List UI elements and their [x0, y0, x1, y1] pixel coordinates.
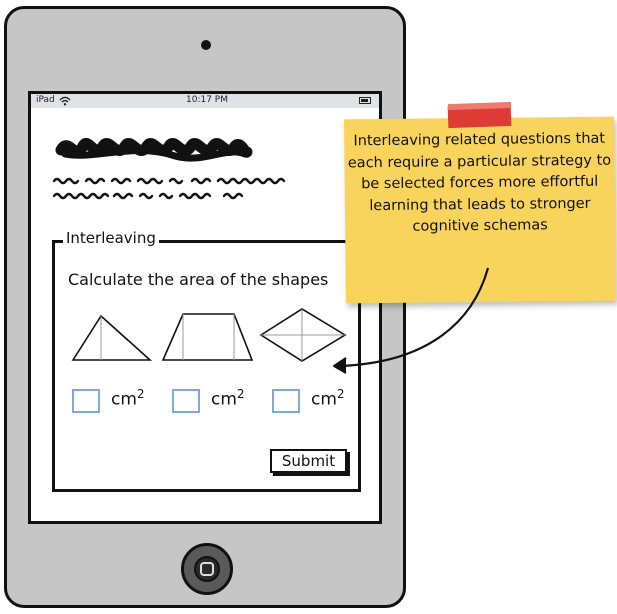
sticky-note-text: Interleaving related questions that each… [347, 130, 612, 235]
interleaving-fieldset [52, 240, 361, 492]
fieldset-legend: Interleaving [63, 229, 159, 247]
scribble-paragraph [52, 177, 286, 200]
status-time: 10:17 PM [186, 95, 228, 105]
rhombus-icon [259, 308, 347, 362]
scribble-heading [55, 138, 253, 162]
answer-input-3[interactable] [272, 389, 300, 413]
answer-input-2[interactable] [172, 389, 200, 413]
unit-label-3: cm2 [311, 387, 345, 410]
battery-icon [359, 97, 371, 104]
triangle-icon [71, 314, 153, 361]
answer-input-1[interactable] [72, 389, 100, 413]
unit-label-2: cm2 [211, 387, 245, 410]
unit-label-1: cm2 [111, 387, 145, 410]
home-button-ring [194, 556, 220, 582]
home-square-icon [200, 562, 214, 576]
camera-icon [201, 40, 211, 50]
submit-button[interactable]: Submit [270, 449, 347, 473]
trapezoid-icon [161, 313, 254, 361]
wifi-icon [59, 96, 71, 106]
carrier-label: iPad [36, 95, 55, 105]
question-text: Calculate the area of the shapes [68, 270, 329, 289]
status-bar: iPad 10:17 PM [31, 94, 379, 108]
annotation-arrow [333, 267, 490, 374]
